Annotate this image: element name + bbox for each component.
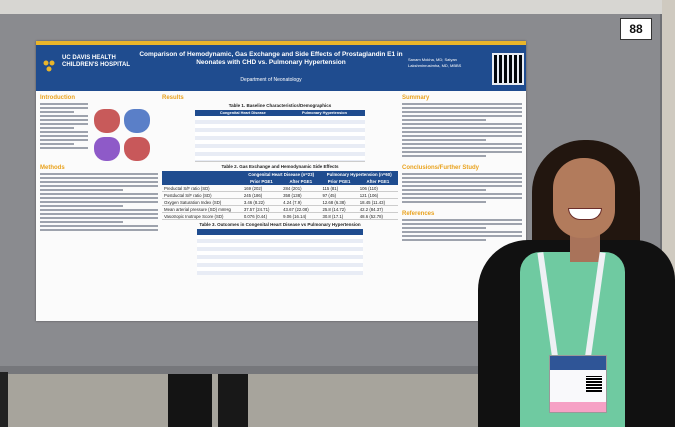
poster-logo-text: UC DAVIS HEALTH CHILDREN'S HOSPITAL xyxy=(62,55,130,68)
table2-title: Table 2. Gas Exchange and Hemodynamic Si… xyxy=(221,164,339,169)
table-row: Oxygen Saturation Index (SD) 3.46 (8.22)… xyxy=(162,198,398,206)
intro-text xyxy=(40,103,88,149)
section-methods: Methods xyxy=(40,165,65,171)
heart-icon xyxy=(124,109,150,133)
section-results: Results xyxy=(162,95,184,101)
poster-left-column: Introduction Methods xyxy=(40,95,158,233)
poster-results-column: Results Table 1. Baseline Characteristic… xyxy=(162,95,398,275)
section-references: References xyxy=(402,211,435,217)
summary-text xyxy=(402,103,522,157)
foreground-object xyxy=(0,372,8,427)
poster-title: Comparison of Hemodynamic, Gas Exchange … xyxy=(139,51,403,66)
passerby-legs xyxy=(218,374,248,427)
table3-title: Table 3. Outcomes in Congenital Heart Di… xyxy=(199,222,361,227)
section-introduction: Introduction xyxy=(40,95,75,101)
table2-column-header: Prior PGE1 xyxy=(320,178,358,185)
table2-group-header: Pulmonary Hypertension (n=60) xyxy=(320,171,398,178)
ucdavis-logo-icon xyxy=(43,60,55,72)
heart-icon xyxy=(94,109,120,133)
table-row: Preductal S/F ratio (SD) 169 (202) 284 (… xyxy=(162,185,398,192)
booth-number-sign: 88 xyxy=(620,18,652,40)
badge-header xyxy=(550,356,606,370)
ceiling xyxy=(0,0,675,16)
conclusions-text xyxy=(402,173,522,203)
table3 xyxy=(197,229,363,275)
board-frame xyxy=(0,366,666,374)
table1: Congenital Heart Disease Pulmonary Hyper… xyxy=(195,110,365,162)
table1-header: Congenital Heart Disease xyxy=(201,110,284,116)
table2-column-header: After PGE1 xyxy=(281,178,321,185)
badge-stripe xyxy=(550,402,606,412)
passerby-legs xyxy=(168,374,212,427)
heart-icon xyxy=(124,137,150,161)
table2-group-header: Congenital Heart Disease (n=23) xyxy=(241,171,321,178)
section-conclusions: Conclusions/Further Study xyxy=(402,165,480,171)
badge-qr-icon xyxy=(586,376,602,392)
conference-badge xyxy=(549,355,607,413)
references-text xyxy=(402,219,522,241)
heart-diagram xyxy=(92,107,156,163)
table1-title: Table 1. Baseline Characteristics/Demogr… xyxy=(228,103,332,108)
table-row: Vasotropic Inotrope Score (SD) 0.076 (0.… xyxy=(162,212,398,220)
presenter-face xyxy=(553,158,615,238)
poster-right-column: Summary Conclusions/Further Study Refere… xyxy=(402,95,522,243)
table-row: Postductal S/F ratio (SD) 245 (186) 358 … xyxy=(162,191,398,199)
table2-column-header: After PGE1 xyxy=(357,178,398,185)
heart-icon xyxy=(94,137,120,161)
table2-column-header: Prior PGE1 xyxy=(241,178,282,185)
table-row: Mean arterial pressure (SD) mmHg 37.57 (… xyxy=(162,205,398,213)
table2: Congenital Heart Disease (n=23) Pulmonar… xyxy=(162,171,398,220)
table1-header: Pulmonary Hypertension xyxy=(283,110,365,116)
section-summary: Summary xyxy=(402,95,430,101)
poster-header: UC DAVIS HEALTH CHILDREN'S HOSPITAL Comp… xyxy=(36,41,526,91)
table1-header xyxy=(195,110,202,116)
poster-department: Department of Neonatology xyxy=(240,77,302,83)
poster-authors: Sanam Mokha, MD; Satyan Lakshminrusimha,… xyxy=(408,57,462,68)
qr-code-icon xyxy=(492,53,524,85)
methods-text xyxy=(40,173,158,231)
research-poster: UC DAVIS HEALTH CHILDREN'S HOSPITAL Comp… xyxy=(36,41,526,321)
